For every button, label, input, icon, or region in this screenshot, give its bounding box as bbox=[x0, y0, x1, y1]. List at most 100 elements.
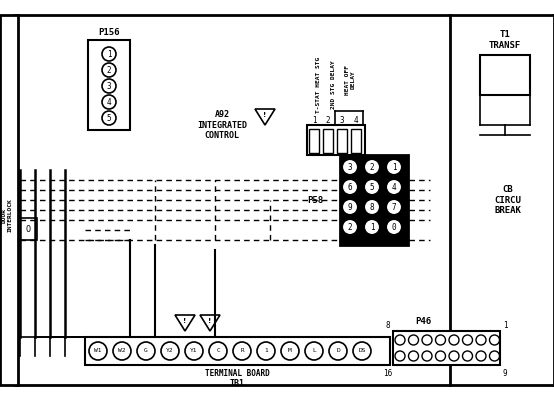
Text: 9: 9 bbox=[348, 203, 352, 211]
Text: T-STAT HEAT STG: T-STAT HEAT STG bbox=[315, 57, 321, 113]
Circle shape bbox=[463, 335, 473, 345]
Circle shape bbox=[386, 199, 402, 215]
Circle shape bbox=[233, 342, 251, 360]
Text: 2: 2 bbox=[107, 66, 111, 75]
Polygon shape bbox=[255, 109, 275, 125]
Circle shape bbox=[257, 342, 275, 360]
Circle shape bbox=[386, 159, 402, 175]
Circle shape bbox=[364, 219, 380, 235]
Circle shape bbox=[463, 351, 473, 361]
Circle shape bbox=[408, 335, 418, 345]
Polygon shape bbox=[175, 315, 195, 331]
Text: 2: 2 bbox=[370, 162, 375, 171]
Text: !: ! bbox=[208, 318, 212, 324]
Circle shape bbox=[386, 219, 402, 235]
Text: 1: 1 bbox=[107, 49, 111, 58]
Circle shape bbox=[342, 219, 358, 235]
Text: 1: 1 bbox=[264, 348, 268, 354]
Circle shape bbox=[342, 199, 358, 215]
Bar bbox=[15, 15, 450, 385]
Circle shape bbox=[161, 342, 179, 360]
Circle shape bbox=[113, 342, 131, 360]
Circle shape bbox=[476, 351, 486, 361]
Circle shape bbox=[422, 351, 432, 361]
Bar bbox=[351, 129, 361, 153]
Circle shape bbox=[386, 179, 402, 195]
Text: 5: 5 bbox=[107, 113, 111, 122]
Polygon shape bbox=[200, 315, 220, 331]
Text: 2ND STG DELAY: 2ND STG DELAY bbox=[331, 60, 336, 109]
Text: DS: DS bbox=[358, 348, 366, 354]
Circle shape bbox=[209, 342, 227, 360]
Circle shape bbox=[476, 335, 486, 345]
Text: 3: 3 bbox=[340, 115, 345, 124]
Bar bbox=[393, 331, 500, 365]
Text: TERMINAL BOARD: TERMINAL BOARD bbox=[205, 369, 270, 378]
Text: 4: 4 bbox=[353, 115, 358, 124]
Text: 1: 1 bbox=[370, 222, 375, 231]
Bar bbox=[309, 129, 319, 153]
Text: P156: P156 bbox=[98, 28, 120, 36]
Text: !: ! bbox=[263, 112, 266, 118]
Text: TB1: TB1 bbox=[230, 378, 245, 387]
Circle shape bbox=[305, 342, 323, 360]
Text: 0: 0 bbox=[392, 222, 396, 231]
Bar bbox=[88, 40, 130, 130]
Bar bbox=[480, 55, 530, 95]
Text: O: O bbox=[25, 224, 30, 233]
Circle shape bbox=[342, 179, 358, 195]
Text: 2: 2 bbox=[326, 115, 330, 124]
Text: C: C bbox=[216, 348, 220, 354]
Circle shape bbox=[102, 95, 116, 109]
Bar bbox=[337, 129, 347, 153]
Circle shape bbox=[435, 335, 445, 345]
Text: 1: 1 bbox=[502, 322, 507, 331]
Circle shape bbox=[364, 199, 380, 215]
Text: A92
INTEGRATED
CONTROL: A92 INTEGRATED CONTROL bbox=[197, 110, 247, 140]
Text: 8: 8 bbox=[370, 203, 375, 211]
Text: 3: 3 bbox=[348, 162, 352, 171]
Circle shape bbox=[281, 342, 299, 360]
Text: 6: 6 bbox=[348, 182, 352, 192]
Text: L: L bbox=[312, 348, 316, 354]
Circle shape bbox=[449, 351, 459, 361]
Text: 16: 16 bbox=[383, 369, 393, 378]
Text: HEAT OFF
DELAY: HEAT OFF DELAY bbox=[345, 65, 356, 95]
Text: 8: 8 bbox=[386, 322, 391, 331]
Text: M: M bbox=[288, 348, 292, 354]
Circle shape bbox=[102, 63, 116, 77]
Text: 1: 1 bbox=[312, 115, 316, 124]
Text: W2: W2 bbox=[118, 348, 126, 354]
Circle shape bbox=[395, 351, 405, 361]
Text: R: R bbox=[240, 348, 244, 354]
Bar bbox=[340, 155, 408, 245]
Circle shape bbox=[490, 335, 500, 345]
Text: 7: 7 bbox=[392, 203, 396, 211]
Circle shape bbox=[449, 335, 459, 345]
Circle shape bbox=[490, 351, 500, 361]
Text: 5: 5 bbox=[370, 182, 375, 192]
Text: P58: P58 bbox=[307, 196, 323, 205]
Bar bbox=[307, 125, 365, 155]
Bar bbox=[19, 218, 37, 240]
Text: 4: 4 bbox=[392, 182, 396, 192]
Bar bbox=[0, 15, 18, 385]
Text: 1: 1 bbox=[392, 162, 396, 171]
Text: P46: P46 bbox=[415, 316, 431, 325]
Circle shape bbox=[185, 342, 203, 360]
Circle shape bbox=[102, 47, 116, 61]
Text: 2: 2 bbox=[348, 222, 352, 231]
Text: 3: 3 bbox=[107, 81, 111, 90]
Circle shape bbox=[89, 342, 107, 360]
Circle shape bbox=[342, 159, 358, 175]
Circle shape bbox=[435, 351, 445, 361]
Circle shape bbox=[102, 79, 116, 93]
Circle shape bbox=[364, 159, 380, 175]
Text: 9: 9 bbox=[502, 369, 507, 378]
Text: W1: W1 bbox=[94, 348, 102, 354]
Circle shape bbox=[408, 351, 418, 361]
Circle shape bbox=[353, 342, 371, 360]
Text: DOOR
INTERLOCK: DOOR INTERLOCK bbox=[2, 198, 12, 232]
Circle shape bbox=[329, 342, 347, 360]
Text: Y2: Y2 bbox=[166, 348, 174, 354]
